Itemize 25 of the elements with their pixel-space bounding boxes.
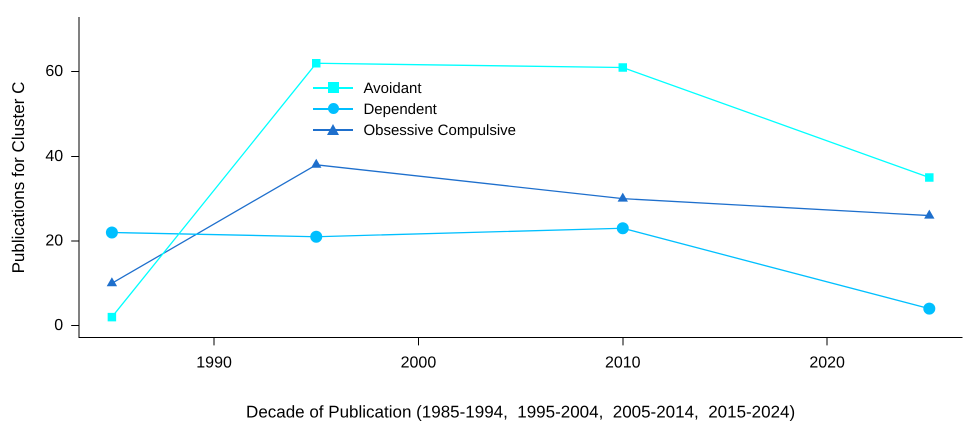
point — [108, 312, 116, 322]
y-tick-label: 0 — [54, 316, 64, 334]
x-axis-title: Decade of Publication (1985-1994, 1995-2004, 2005-2014, 2015-2024) — [246, 402, 796, 422]
point — [616, 222, 629, 234]
point — [618, 192, 628, 202]
legend-label: Avoidant — [363, 80, 422, 97]
point — [106, 277, 118, 286]
point — [925, 173, 934, 182]
x-tick-label: 2010 — [604, 354, 641, 372]
y-tick-label: 20 — [45, 232, 64, 250]
x-tick-label: 2000 — [400, 354, 436, 372]
y-tick-label: 40 — [45, 148, 64, 165]
x-tick-label: 1990 — [196, 354, 232, 372]
point — [618, 63, 628, 72]
y-tick-label: 60 — [45, 63, 64, 80]
legend-label: Obsessive Compulsive — [363, 122, 516, 139]
y-axis-title: Publications for Cluster C — [8, 82, 28, 274]
point — [312, 59, 320, 68]
x-tick-label: 2020 — [809, 354, 846, 372]
legend-label: Dependent — [363, 100, 437, 118]
point — [311, 158, 322, 168]
point — [924, 210, 934, 219]
point — [310, 230, 322, 243]
point — [106, 226, 118, 238]
point — [923, 302, 936, 315]
